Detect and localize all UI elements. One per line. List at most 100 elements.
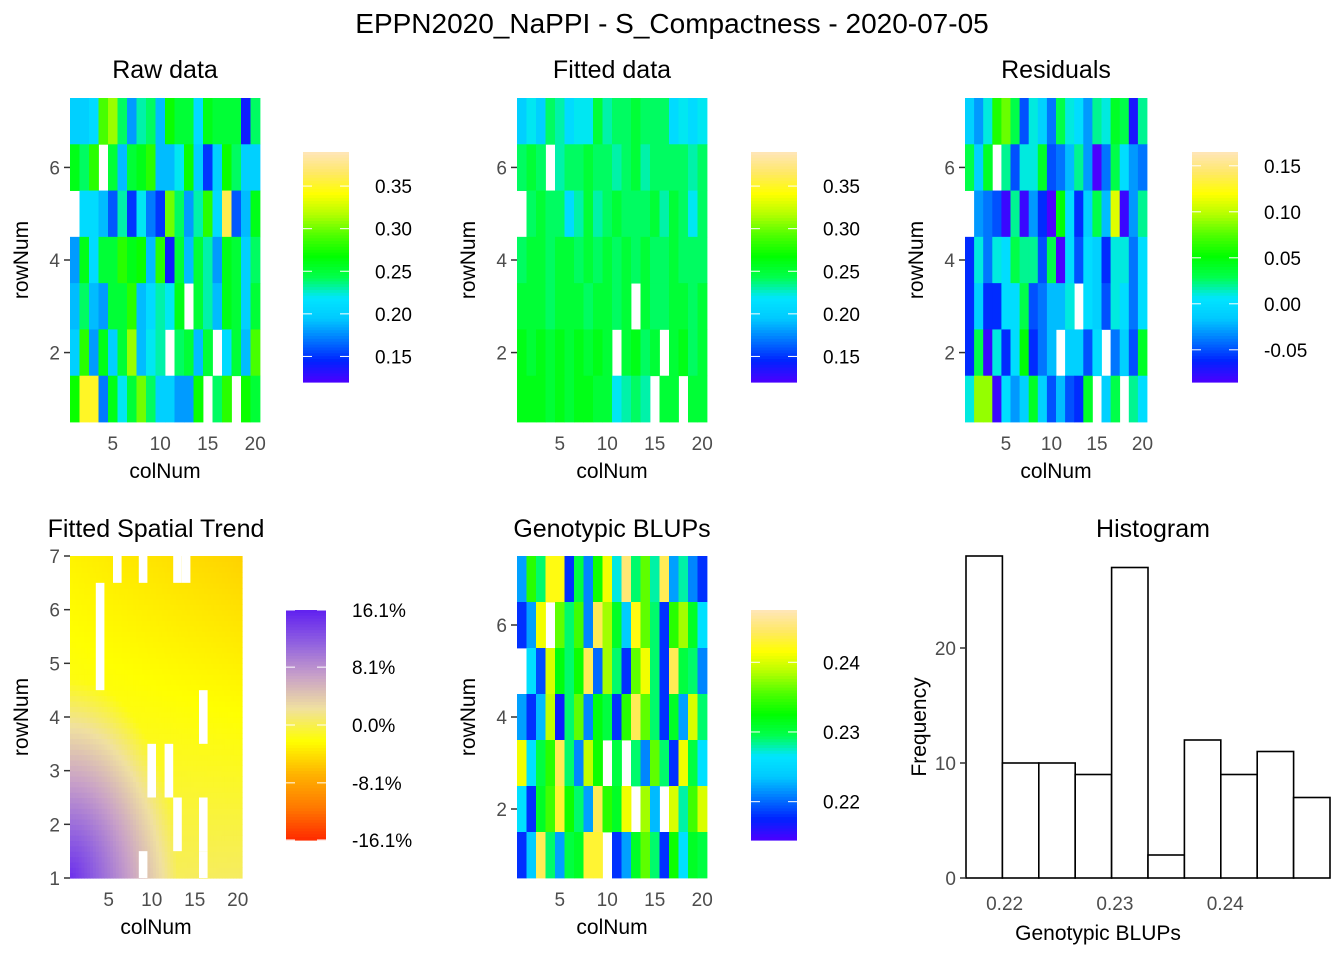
trend-surface-cell bbox=[190, 684, 194, 691]
trend-surface-cell bbox=[190, 582, 194, 589]
trend-surface-cell bbox=[167, 722, 171, 729]
trend-surface-cell bbox=[84, 684, 88, 691]
trend-surface-cell bbox=[147, 577, 151, 584]
blups-cell bbox=[574, 786, 584, 833]
trend-surface-cell bbox=[161, 856, 166, 863]
fitted-legend-swatch bbox=[751, 223, 797, 228]
trend-surface-cell bbox=[216, 620, 220, 627]
residuals-legend-swatch bbox=[1192, 364, 1238, 369]
trend-legend-swatch bbox=[286, 791, 326, 795]
trend-surface-cell bbox=[135, 695, 140, 702]
raw-legend-label: 0.20 bbox=[375, 305, 412, 326]
trend-surface-cell bbox=[133, 604, 137, 611]
trend-surface-cell bbox=[141, 802, 146, 809]
trend-surface-cell bbox=[158, 797, 163, 804]
trend-surface-cell bbox=[184, 615, 189, 621]
trend-surface-cell bbox=[190, 609, 194, 616]
trend-surface-cell bbox=[239, 754, 243, 761]
trend-surface-cell bbox=[147, 717, 151, 723]
trend-surface-cell bbox=[133, 577, 137, 584]
residuals-legend-swatch bbox=[1192, 154, 1238, 159]
trend-surface-cell bbox=[236, 609, 240, 616]
fitted-legend-swatch bbox=[751, 298, 797, 303]
trend-surface-cell bbox=[176, 674, 180, 681]
trend-surface-cell bbox=[176, 652, 180, 659]
trend-surface-cell bbox=[178, 679, 183, 686]
trend-surface-cell bbox=[121, 572, 126, 579]
trend-surface-cell bbox=[233, 845, 237, 852]
trend-surface-cell bbox=[230, 598, 234, 605]
blups-cell bbox=[631, 556, 641, 603]
raw-legend-swatch bbox=[303, 267, 349, 271]
trend-surface-cell bbox=[213, 604, 217, 611]
trend-surface-cell bbox=[156, 556, 160, 562]
trend-surface-cell bbox=[70, 577, 74, 584]
blups-cell bbox=[678, 694, 689, 741]
trend-surface-cell bbox=[170, 657, 174, 664]
trend-legend-swatch bbox=[286, 762, 326, 766]
trend-surface-cell bbox=[173, 588, 177, 595]
trend-surface-cell bbox=[87, 663, 91, 670]
trend-surface-cell bbox=[130, 749, 134, 756]
residuals-y-tick-label: 4 bbox=[944, 251, 955, 272]
blups-cell bbox=[593, 648, 603, 695]
trend-surface-cell bbox=[107, 786, 111, 793]
trend-surface-cell bbox=[115, 695, 120, 702]
blups-cell bbox=[621, 832, 632, 879]
trend-surface-cell bbox=[236, 851, 240, 858]
trend-surface-cell bbox=[153, 625, 157, 632]
trend-surface-cell bbox=[196, 582, 200, 589]
trend-surface-cell bbox=[153, 835, 157, 842]
trend-surface-cell bbox=[210, 625, 214, 632]
trend-surface-cell bbox=[90, 840, 94, 847]
trend-surface-cell bbox=[101, 851, 105, 858]
trend-surface-cell bbox=[141, 818, 146, 825]
trend-surface-cell bbox=[124, 684, 128, 691]
trend-surface-cell bbox=[138, 615, 143, 621]
blups-cell bbox=[545, 832, 556, 879]
raw-cell bbox=[203, 190, 213, 238]
trend-surface-cell bbox=[150, 700, 154, 707]
trend-surface-cell bbox=[113, 738, 117, 745]
trend-surface-cell bbox=[75, 615, 80, 621]
raw-legend-swatch bbox=[303, 361, 349, 366]
trend-surface-cell bbox=[187, 727, 191, 734]
trend-surface-cell bbox=[210, 631, 214, 638]
residuals-legend-swatch bbox=[1192, 269, 1238, 274]
trend-surface-cell bbox=[113, 652, 117, 659]
trend-surface-cell bbox=[219, 872, 223, 879]
fitted-cell bbox=[536, 236, 546, 284]
trend-surface-cell bbox=[133, 776, 137, 782]
residuals-legend-swatch bbox=[1192, 169, 1238, 173]
fitted-cell bbox=[631, 375, 641, 423]
trend-surface-cell bbox=[181, 856, 186, 863]
trend-surface-cell bbox=[144, 818, 148, 825]
raw-legend-swatch bbox=[303, 344, 349, 349]
trend-surface-cell bbox=[224, 711, 229, 718]
trend-surface-cell bbox=[227, 684, 232, 691]
fitted-cell bbox=[640, 98, 651, 145]
trend-surface-cell bbox=[133, 647, 137, 654]
trend-surface-cell bbox=[233, 572, 237, 579]
trend-surface-cell bbox=[144, 679, 148, 686]
trend-surface-cell bbox=[170, 738, 174, 745]
trend-surface-cell bbox=[233, 717, 237, 723]
trend-surface-cell bbox=[216, 818, 220, 825]
trend-surface-cell bbox=[98, 572, 103, 579]
trend-surface-cell bbox=[118, 872, 123, 879]
trend-surface-cell bbox=[81, 851, 85, 858]
trend-surface-cell bbox=[75, 711, 80, 718]
trend-surface-cell bbox=[81, 668, 85, 675]
trend-surface-cell bbox=[141, 759, 146, 766]
trend-surface-cell bbox=[236, 598, 240, 605]
trend-surface-cell bbox=[236, 845, 240, 852]
blups-cell bbox=[621, 556, 632, 603]
trend-surface-cell bbox=[210, 609, 214, 616]
trend-surface-cell bbox=[121, 577, 126, 584]
blups-legend-swatch bbox=[751, 750, 797, 755]
trend-surface-cell bbox=[196, 867, 200, 874]
trend-surface-cell bbox=[90, 620, 94, 627]
trend-surface-cell bbox=[210, 556, 214, 562]
trend-surface-cell bbox=[84, 566, 88, 573]
blups-legend-label: 0.22 bbox=[823, 793, 860, 814]
